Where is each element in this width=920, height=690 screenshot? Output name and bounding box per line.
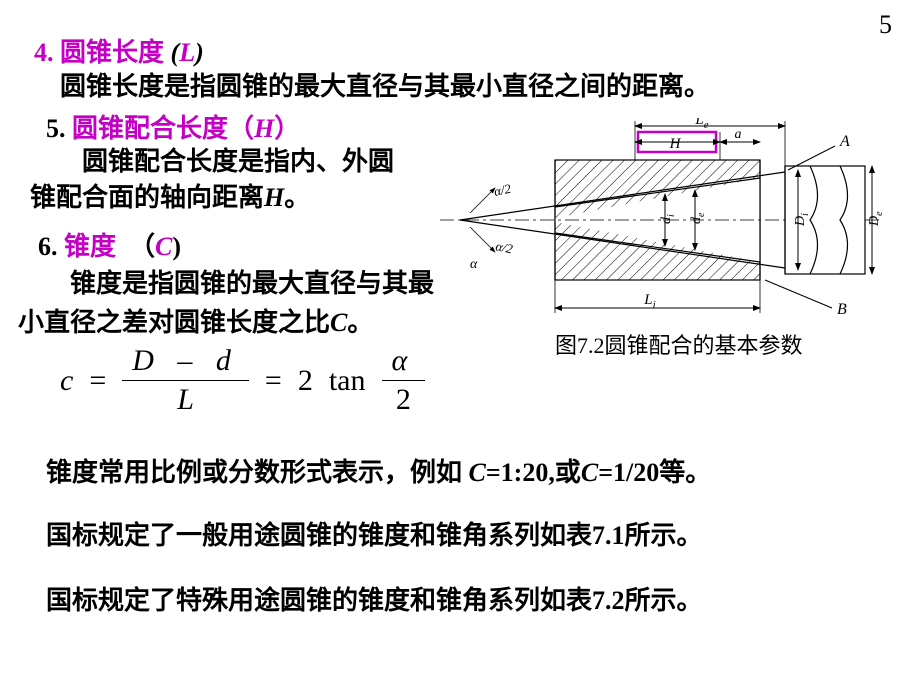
- diagram-caption: 图7.2圆锥配合的基本参数: [555, 328, 803, 360]
- section-6-close: ): [172, 232, 181, 261]
- cone-diagram-svg: Le H a A B Li de di Di De α/2 α/2 α: [440, 118, 890, 328]
- section-5-title: 圆锥配合长度: [72, 114, 228, 143]
- section-5-open: （: [228, 114, 254, 143]
- para2-t2: 所示。: [625, 521, 703, 550]
- section-4-num: 4.: [34, 38, 54, 67]
- formula-tan: tan: [329, 364, 366, 398]
- formula-frac2-top: α: [382, 344, 426, 380]
- section-6-sym: C: [155, 232, 172, 261]
- taper-formula: c = D – d L = 2 tan α 2: [60, 344, 425, 417]
- section-5-heading: 5. 圆锥配合长度（H）: [46, 108, 300, 145]
- section-6-heading: 6. 锥度 （C): [38, 226, 181, 263]
- para2-t1: 国标规定了一般用途圆锥的锥度和锥角系列如表: [46, 521, 592, 550]
- page-number: 5: [879, 10, 892, 40]
- para1-t2: =1:20,: [486, 458, 555, 487]
- section-4-open: (: [164, 38, 179, 67]
- section-5-body-post: 。: [284, 183, 310, 212]
- section-5-body: 圆锥配合长度是指内、外圆锥配合面的轴向距离H。: [30, 144, 400, 217]
- formula-eq1: =: [89, 364, 106, 398]
- section-6-body: 锥度是指圆锥的最大直径与其最小直径之差对圆锥长度之比C。: [18, 264, 448, 342]
- section-6-title: 锥度: [64, 232, 116, 261]
- section-5-num: 5.: [46, 114, 66, 143]
- section-5-body-sym: H: [264, 183, 284, 212]
- svg-text:α: α: [470, 257, 478, 272]
- formula-frac1-top: D – d: [122, 344, 249, 380]
- para-table72: 国标规定了特殊用途圆锥的锥度和锥角系列如表7.2所示。: [46, 580, 703, 617]
- section-6-num: 6.: [38, 232, 58, 261]
- svg-text:H: H: [669, 136, 682, 152]
- para2-n: 7.1: [592, 521, 625, 550]
- formula-frac1: D – d L: [122, 344, 249, 417]
- section-5-close: ）: [274, 114, 300, 143]
- para1-t5: 等。: [659, 458, 711, 487]
- para1-t1: 锥度常用比例或分数形式表示，例如: [46, 458, 469, 487]
- section-5-sym: H: [254, 114, 274, 143]
- section-4-body: 圆锥长度是指圆锥的最大直径与其最小直径之间的距离。: [60, 66, 710, 103]
- para3-n: 7.2: [592, 586, 625, 615]
- section-6-body-sym: C: [330, 308, 347, 337]
- para-table71: 国标规定了一般用途圆锥的锥度和锥角系列如表7.1所示。: [46, 515, 703, 552]
- svg-text:B: B: [837, 301, 847, 318]
- svg-text:a: a: [735, 127, 742, 142]
- formula-frac1-bot: L: [167, 381, 204, 417]
- svg-text:α/2: α/2: [494, 238, 514, 256]
- formula-two: 2: [298, 364, 313, 398]
- para1-s1: C: [469, 458, 486, 487]
- section-4-close: ): [195, 38, 204, 67]
- section-6-body-post: 。: [347, 308, 373, 337]
- cone-fit-diagram: Le H a A B Li de di Di De α/2 α/2 α: [440, 118, 890, 328]
- para-example: 锥度常用比例或分数形式表示，例如 C=1:20,或C=1/20等。: [46, 452, 711, 489]
- para1-t3: 或: [555, 458, 581, 487]
- section-5-body-pre: 圆锥配合长度是指内、外圆锥配合面的轴向距离: [30, 147, 394, 212]
- svg-text:Le: Le: [694, 118, 708, 131]
- para3-t1: 国标规定了特殊用途圆锥的锥度和锥角系列如表: [46, 586, 592, 615]
- para1-s2: C: [581, 458, 598, 487]
- section-4-title: 圆锥长度: [60, 38, 164, 67]
- section-6-open: （: [129, 232, 155, 261]
- section-4-sym: L: [179, 38, 195, 67]
- section-4-heading: 4. 圆锥长度 (L): [34, 32, 204, 69]
- para1-t4: =1/20: [598, 458, 659, 487]
- formula-eq2: =: [265, 364, 282, 398]
- svg-text:De: De: [867, 211, 885, 227]
- formula-c: c: [60, 364, 73, 398]
- formula-frac2: α 2: [382, 344, 426, 417]
- svg-text:α/2: α/2: [493, 181, 513, 199]
- svg-text:A: A: [839, 133, 850, 150]
- formula-frac2-bot: 2: [386, 381, 421, 417]
- para3-t2: 所示。: [625, 586, 703, 615]
